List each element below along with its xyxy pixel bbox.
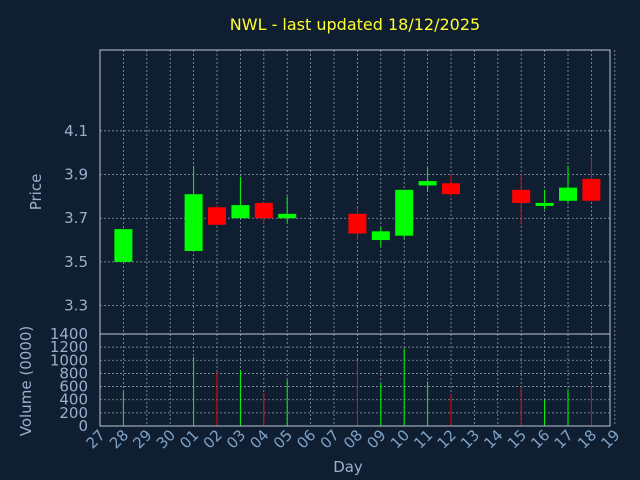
candle-body — [418, 181, 437, 186]
day-tick-label: 03 — [223, 426, 249, 452]
candle-body — [231, 205, 250, 219]
candle-body — [535, 202, 554, 206]
candle-body — [582, 178, 601, 201]
price-tick-label: 4.1 — [64, 122, 88, 140]
y-axis-label: Price — [27, 174, 45, 211]
day-tick-label: 08 — [340, 426, 366, 452]
volume-tick-label: 1400 — [50, 325, 88, 343]
day-tick-label: 12 — [434, 426, 460, 452]
candle-body — [348, 213, 367, 234]
chart-title: NWL - last updated 18/12/2025 — [230, 15, 480, 34]
price-candles — [114, 157, 601, 262]
day-tick-label: 02 — [200, 426, 226, 452]
volume-tick-label: 800 — [59, 364, 88, 382]
candle-body — [184, 194, 203, 251]
price-grid — [99, 50, 616, 334]
volume-tick-label: 1200 — [50, 338, 88, 356]
price-panel-frame — [99, 49, 611, 335]
candle-body — [254, 202, 273, 219]
candle-body — [208, 207, 226, 225]
day-tick-label: 29 — [129, 426, 155, 452]
day-tick-label: 28 — [106, 426, 132, 452]
day-tick-label: 11 — [410, 426, 436, 452]
candle-body — [114, 229, 133, 262]
volume-bars — [122, 348, 592, 426]
candle-body — [395, 189, 414, 236]
volume-tick-label: 400 — [59, 391, 88, 409]
price-tick-label: 3.3 — [64, 297, 88, 315]
day-tick-label: 01 — [176, 426, 202, 452]
day-tick-label: 10 — [387, 426, 413, 452]
volume-tick-label: 600 — [59, 378, 88, 396]
day-tick-label: 30 — [153, 426, 179, 452]
day-tick-label: 14 — [480, 426, 506, 452]
day-tick-label: 19 — [597, 426, 623, 452]
day-tick-label: 04 — [246, 426, 272, 452]
volume-tick-label: 200 — [59, 404, 88, 422]
day-tick-label: 15 — [504, 426, 530, 452]
volume-tick-label: 1000 — [50, 351, 88, 369]
price-tick-label: 3.5 — [64, 253, 88, 271]
day-tick-label: 16 — [527, 426, 553, 452]
day-tick-label: 07 — [317, 426, 343, 452]
day-tick-label: 06 — [293, 426, 319, 452]
price-tick-label: 3.7 — [64, 209, 88, 227]
candle-body — [559, 187, 577, 201]
day-tick-label: 18 — [574, 426, 600, 452]
candle-body — [371, 231, 390, 241]
volume-tick-label: 0 — [78, 417, 88, 435]
day-tick-label: 05 — [270, 426, 296, 452]
candle-body — [278, 213, 297, 219]
candle-body — [442, 183, 460, 195]
day-tick-labels: 2728293001020304050607080910111213141516… — [83, 426, 624, 452]
candle-body — [512, 189, 531, 203]
price-tick-labels: 3.3 3.5 3.7 3.9 4.1 — [64, 122, 88, 315]
day-tick-label: 13 — [457, 426, 483, 452]
day-tick-label: 09 — [363, 426, 389, 452]
day-tick-label: 17 — [551, 426, 577, 452]
volume-axis-label: Volume (0000) — [17, 326, 35, 436]
x-axis-label: Day — [333, 458, 363, 476]
volume-panel-frame — [99, 333, 611, 427]
price-tick-label: 3.9 — [64, 166, 88, 184]
